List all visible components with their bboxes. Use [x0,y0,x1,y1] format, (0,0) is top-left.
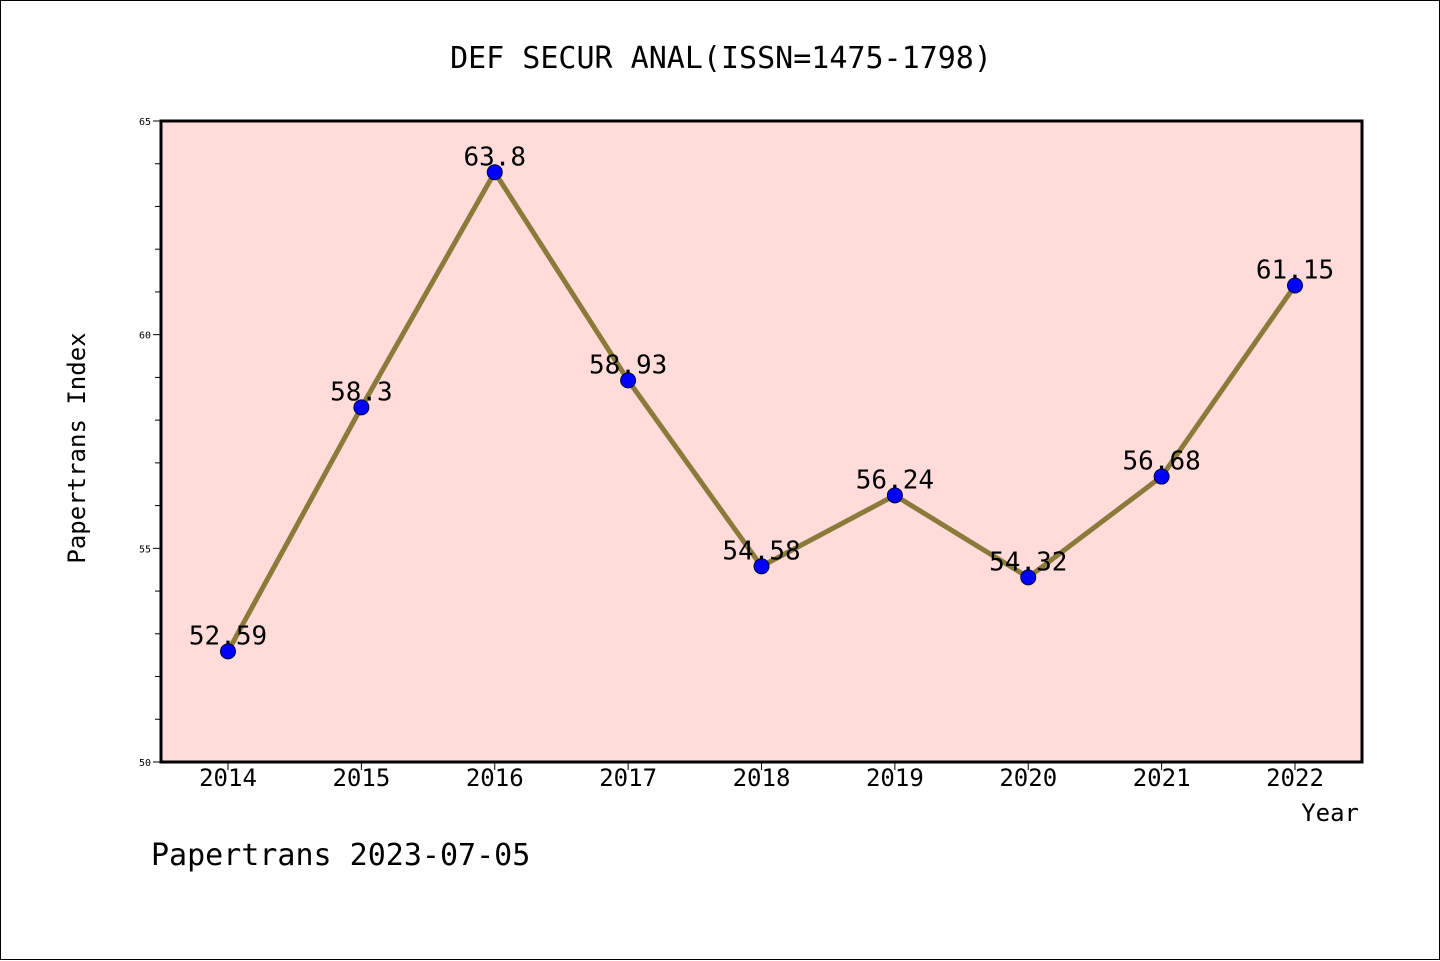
x-tick-label: 2022 [1266,764,1324,792]
data-point-label: 54.58 [722,536,800,566]
x-tick-label: 2020 [999,764,1057,792]
data-point-label: 56.24 [856,465,934,495]
data-point-label: 63.8 [463,142,526,172]
x-tick-label: 2021 [1133,764,1191,792]
x-tick-label: 2019 [866,764,924,792]
data-markers [220,164,1303,660]
y-tick-label: 55 [139,544,151,555]
data-point-label: 58.93 [589,350,667,380]
y-tick-label: 60 [139,331,151,342]
plot-area [161,121,1362,762]
data-point-marker [886,487,903,504]
data-point-label: 52.59 [189,621,267,651]
data-point-marker [353,399,370,416]
data-point-marker [220,643,236,660]
data-point-marker [620,372,637,389]
x-tick-label: 2017 [599,764,657,792]
x-tick-label: 2016 [466,764,524,792]
y-axis-label: Papertrans Index [63,332,91,563]
data-point-label: 56.68 [1122,447,1200,477]
data-point-label: 54.32 [989,547,1067,577]
y-axis-ticks: 50 55 60 65 [139,117,161,769]
data-point-marker [486,164,503,181]
data-point-marker [1287,277,1303,294]
plot-frame [159,119,1364,764]
data-point-marker [753,558,770,575]
x-axis-ticks: 2014 2015 2016 2017 2018 2019 2020 2021 2022 [199,762,1324,792]
x-tick-label: 2018 [733,764,791,792]
x-tick-label: 2014 [199,764,257,792]
data-point-marker [1153,468,1170,485]
y-tick-label: 50 [139,758,151,769]
y-tick-label: 65 [139,117,151,128]
data-point-marker [1020,569,1037,586]
footer-text: Papertrans 2023-07-05 [151,838,530,873]
data-point-label: 61.15 [1256,256,1334,286]
x-axis-label: Year [1301,799,1359,827]
x-tick-label: 2015 [332,764,390,792]
chart-title: DEF SECUR ANAL(ISSN=1475-1798) [450,41,992,76]
data-point-label: 58.3 [330,377,393,407]
data-labels: 52.59 58.3 63.8 58.93 54.58 56.24 54.32 56.68 61… [189,142,1334,651]
